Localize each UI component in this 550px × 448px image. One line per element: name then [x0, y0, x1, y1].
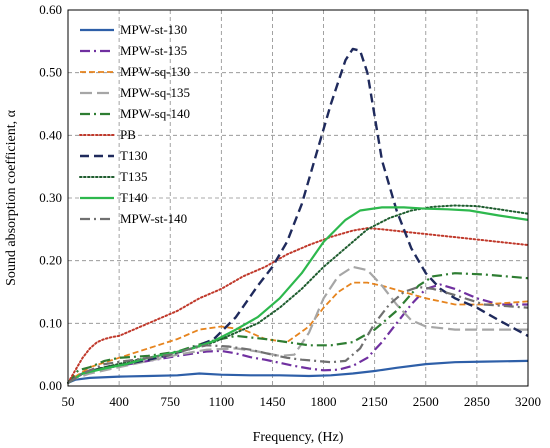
y-tick-label: 0.10 — [39, 315, 62, 330]
y-axis-title: Sound absorption coefficient, α — [4, 109, 19, 285]
series-line — [67, 265, 528, 384]
legend-label: MPW-st-135 — [120, 43, 187, 58]
series-lines — [67, 47, 529, 384]
legend-label: MPW-st-130 — [120, 22, 187, 37]
x-tick-label: 400 — [109, 394, 129, 409]
x-tick-label: 3200 — [515, 394, 541, 409]
series-line — [67, 281, 529, 384]
y-tick-label: 0.40 — [39, 127, 62, 142]
y-tick-label: 0.50 — [39, 65, 62, 80]
series-line — [67, 272, 529, 384]
legend-label: T130 — [120, 148, 147, 163]
x-tick-label: 1800 — [311, 394, 337, 409]
series-line — [67, 206, 529, 384]
legend-label: T135 — [120, 169, 147, 184]
y-tick-label: 0.30 — [39, 190, 62, 205]
series-line — [67, 285, 529, 384]
y-tick-label: 0.60 — [39, 2, 62, 17]
legend-label: MPW-sq-130 — [120, 64, 190, 79]
y-tick-label: 0.00 — [39, 378, 62, 393]
x-tick-label: 750 — [160, 394, 180, 409]
y-tick-label: 0.20 — [39, 253, 62, 268]
series-line — [67, 227, 529, 384]
series-line — [67, 204, 529, 384]
x-tick-label: 1100 — [209, 394, 235, 409]
legend-label: MPW-sq-135 — [120, 85, 190, 100]
x-axis-title: Frequency, (Hz) — [253, 430, 344, 445]
legend-label: PB — [120, 127, 136, 142]
legend-label: MPW-st-140 — [120, 211, 187, 226]
plot-frame — [67, 9, 529, 387]
legend-label: T140 — [120, 190, 147, 205]
x-tick-label: 2850 — [464, 394, 490, 409]
series-line — [67, 359, 529, 384]
x-tick-label: 2500 — [413, 394, 439, 409]
x-tick-label: 2150 — [362, 394, 388, 409]
legend: MPW-st-130 MPW-st-135 MPW-sq-130 MPW-sq-135… — [79, 22, 190, 226]
x-tick-label: 50 — [62, 394, 75, 409]
x-tick-label: 1450 — [259, 394, 285, 409]
legend-label: MPW-sq-140 — [120, 106, 190, 121]
tick-labels: 50 400 750 1100 1450 1800 2150 2500 2850 3200 0.00… — [39, 2, 541, 409]
